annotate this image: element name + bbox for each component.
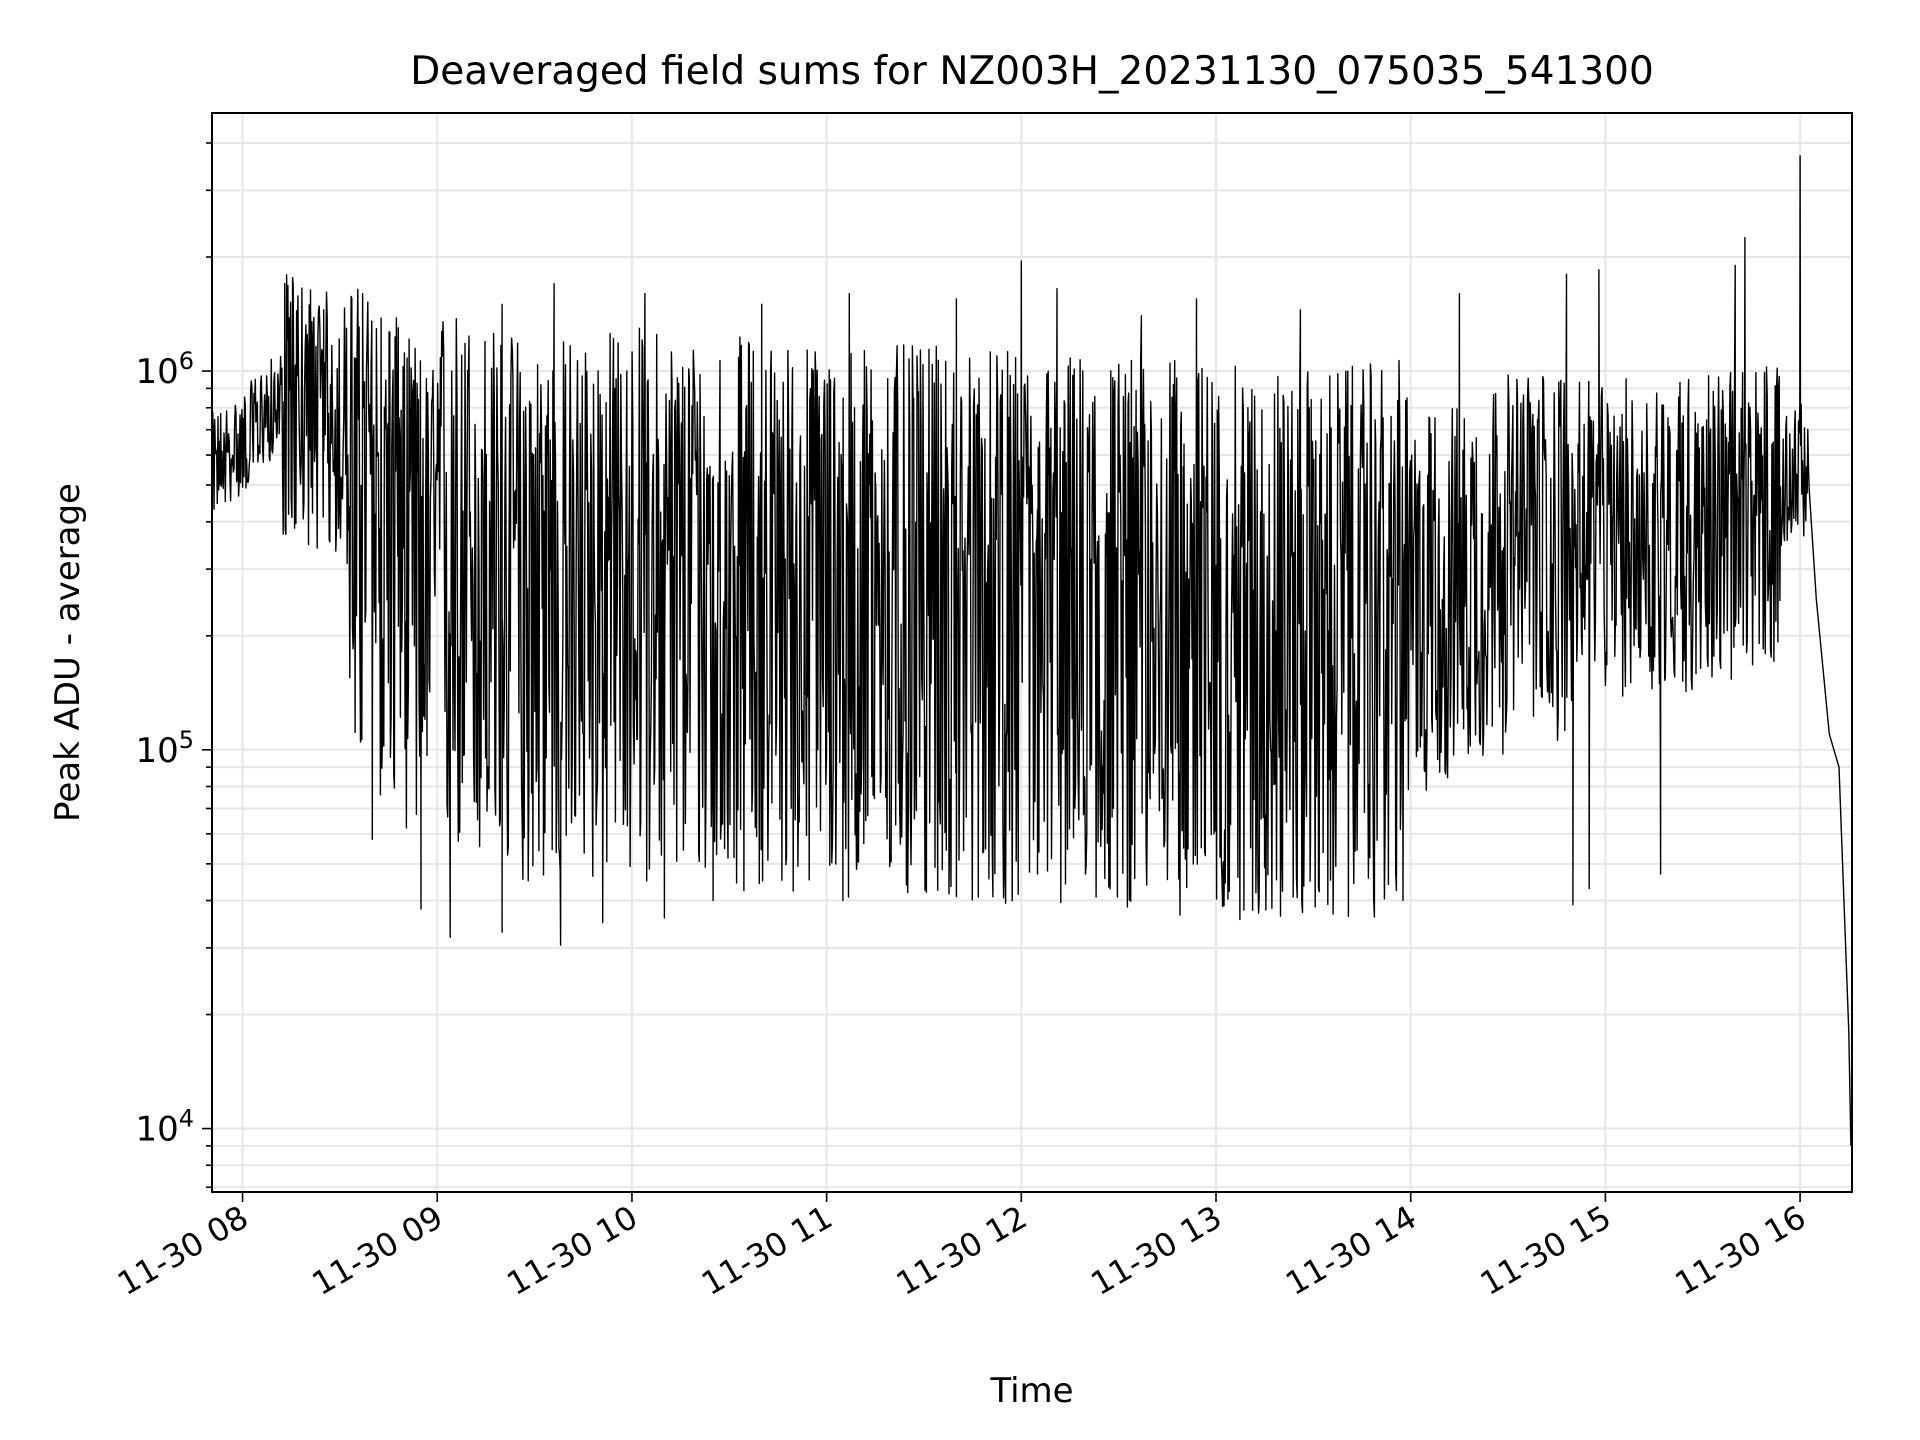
series-line — [211, 155, 1852, 1146]
y-tick-label: 105 — [135, 726, 194, 771]
series-layer — [211, 155, 1852, 1146]
y-tick-label-exponent: 4 — [179, 1105, 194, 1133]
y-tick-label: 106 — [135, 347, 194, 392]
chart-title: Deaveraged field sums for NZ003H_2023113… — [410, 49, 1654, 94]
y-tick-label-exponent: 5 — [179, 726, 194, 754]
plot-frame — [211, 112, 1853, 1193]
y-tick-label-base: 10 — [135, 1110, 178, 1150]
y-tick-label-base: 10 — [135, 731, 178, 771]
x-axis-label: Time — [989, 1371, 1073, 1411]
y-axis-label: Peak ADU - average — [48, 483, 88, 822]
y-tick-label-exponent: 6 — [179, 347, 194, 375]
y-tick-label-base: 10 — [135, 352, 178, 392]
y-tick-label: 104 — [135, 1105, 194, 1150]
